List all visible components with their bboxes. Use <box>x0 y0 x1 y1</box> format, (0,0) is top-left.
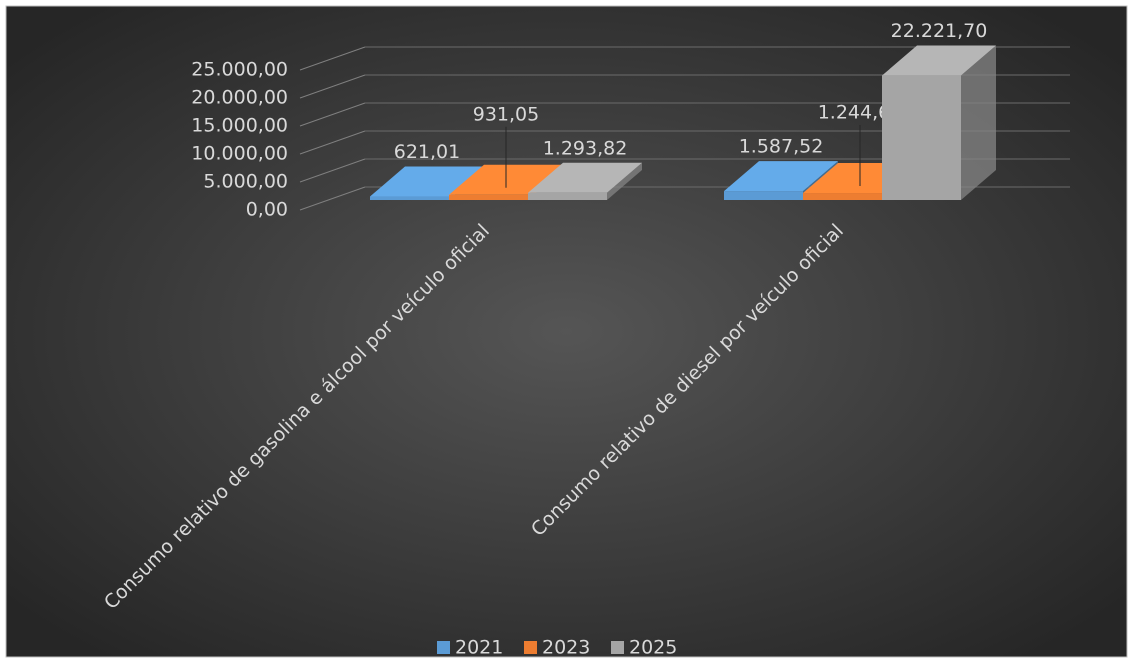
data-label: 1.587,52 <box>739 136 824 158</box>
legend-swatch <box>524 641 537 654</box>
grid-line <box>299 130 366 155</box>
data-label: 1.244,67 <box>818 102 903 124</box>
bar <box>724 191 803 200</box>
bar-side <box>961 45 996 201</box>
legend-label: 2021 <box>455 637 503 659</box>
bar-top <box>882 45 996 76</box>
grid-line <box>299 46 366 71</box>
legend-swatch <box>437 641 450 654</box>
grid-line <box>299 158 366 183</box>
y-tick-label: 5.000,00 <box>203 171 288 193</box>
bar <box>528 192 607 200</box>
data-label: 621,01 <box>394 141 460 163</box>
data-label: 1.293,82 <box>543 137 628 159</box>
bar <box>882 75 961 200</box>
grid-line <box>299 102 366 127</box>
data-label: 22.221,70 <box>891 20 988 42</box>
y-tick-label: 15.000,00 <box>191 115 288 137</box>
y-tick-label: 10.000,00 <box>191 143 288 165</box>
grid-line <box>299 186 366 211</box>
bar <box>803 193 882 200</box>
data-label: 931,05 <box>473 103 539 125</box>
y-tick-label: 25.000,00 <box>191 59 288 81</box>
y-tick-label: 20.000,00 <box>191 87 288 109</box>
bar-top <box>370 166 484 197</box>
y-tick-label: 0,00 <box>246 199 288 221</box>
bar-side <box>607 162 642 200</box>
legend-label: 2023 <box>542 637 590 659</box>
grid-line <box>299 74 366 99</box>
legend-swatch <box>611 641 624 654</box>
legend-label: 2025 <box>629 637 677 659</box>
bar <box>449 194 528 200</box>
bar <box>370 196 449 200</box>
bar-top <box>528 162 642 193</box>
bar-top <box>724 161 838 192</box>
